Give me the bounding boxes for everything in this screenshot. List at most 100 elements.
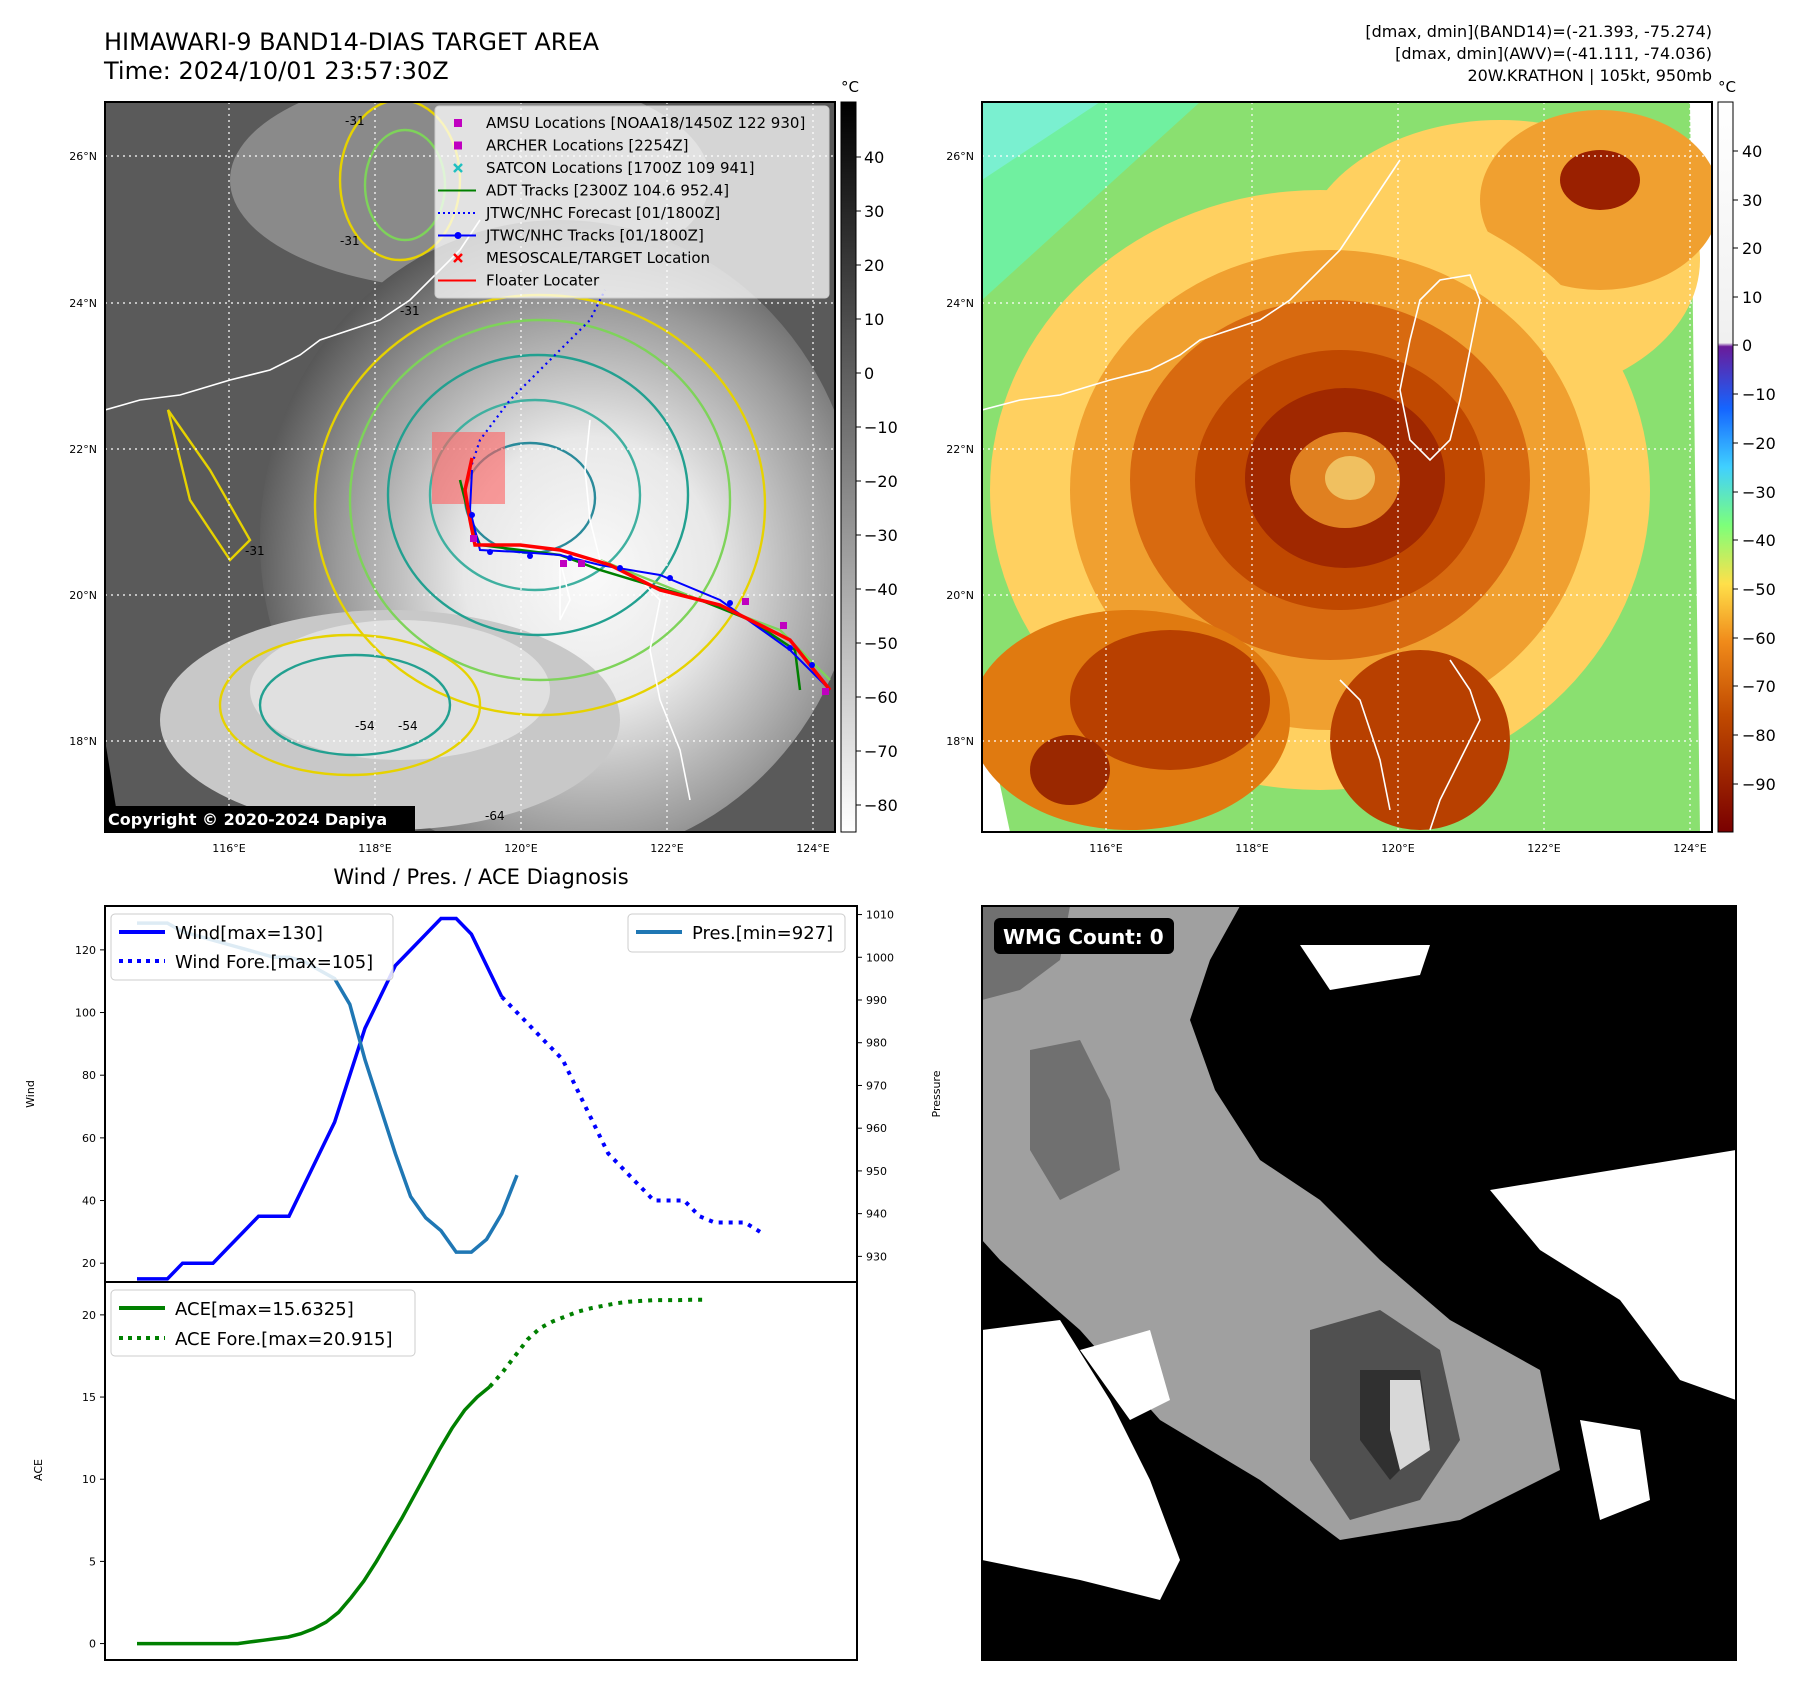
ir-colorbar-tick: −80	[864, 796, 898, 815]
wv-colorbar	[1717, 101, 1734, 833]
wind-tick-label: 20	[82, 1257, 96, 1270]
wv-lat-label: 26°N	[946, 150, 974, 163]
ir-colorbar-tick: 0	[864, 364, 874, 383]
ace-series-line	[137, 1385, 491, 1646]
wv-colorbar-tick: −40	[1742, 531, 1776, 550]
ir-colorbar-tick: 40	[864, 148, 884, 167]
diagnosis-title: Wind / Pres. / ACE Diagnosis	[333, 865, 628, 889]
ir-colorbar-unit: °C	[841, 78, 859, 96]
ir-lon-label: 116°E	[212, 842, 245, 855]
figure-title-line2: Time: 2024/10/01 23:57:30Z	[103, 57, 449, 85]
ace-tick-label: 10	[82, 1473, 96, 1486]
wv-colorbar-tick: 0	[1742, 336, 1752, 355]
ace-tick-label: 0	[89, 1638, 96, 1651]
ir-colorbar-tick: 20	[864, 256, 884, 275]
wind-fore-legend-label: Wind Fore.[max=105]	[175, 952, 373, 973]
contour-label: -64	[485, 809, 505, 823]
ir-lon-label: 118°E	[358, 842, 391, 855]
legend-label: SATCON Locations [1700Z 109 941]	[486, 159, 754, 177]
ace-chart: ACE 0 5 10 15 20 ACE[max=15.6325] ACE Fore.[…	[32, 1281, 858, 1661]
ir-colorbar-tick: −70	[864, 742, 898, 761]
info-band14: [dmax, dmin](BAND14)=(-21.393, -75.274)	[1365, 22, 1712, 41]
pressure-tick-label: 970	[866, 1079, 887, 1092]
wv-colorbar-tick: −20	[1742, 434, 1776, 453]
ir-lon-label: 122°E	[650, 842, 683, 855]
wv-colorbar-tick: −30	[1742, 483, 1776, 502]
ir-colorbar-tick: −10	[864, 418, 898, 437]
wind-tick-label: 80	[82, 1069, 96, 1082]
ace-legend: ACE[max=15.6325] ACE Fore.[max=20.915]	[110, 1289, 416, 1357]
wind-series-line	[137, 916, 504, 1281]
pressure-tick-label: 1010	[866, 909, 894, 922]
wv-lon-label: 120°E	[1381, 842, 1414, 855]
wmg-count-label: WMG Count: 0	[1003, 925, 1164, 949]
ir-colorbar-tick: −20	[864, 472, 898, 491]
ir-lat-label: 24°N	[69, 297, 97, 310]
wv-colorbar-tick: 20	[1742, 239, 1762, 258]
pressure-tick-label: 950	[866, 1165, 887, 1178]
legend-label: ARCHER Locations [2254Z]	[486, 137, 689, 155]
ir-colorbar	[840, 101, 857, 833]
wv-colorbar-tick: 30	[1742, 191, 1762, 210]
wv-lat-label: 20°N	[946, 589, 974, 602]
wind-legend: Wind[max=130] Wind Fore.[max=105]	[110, 913, 394, 981]
ir-lat-label: 18°N	[69, 735, 97, 748]
wv-colorbar-tick: −50	[1742, 580, 1776, 599]
wind-tick-label: 40	[82, 1195, 96, 1208]
wv-colorbar-tick: −80	[1742, 726, 1776, 745]
wv-colorbar-tick: −10	[1742, 385, 1776, 404]
ir-lon-label: 124°E	[796, 842, 829, 855]
wind-legend-label: Wind[max=130]	[175, 923, 323, 944]
ace-tick-label: 5	[89, 1555, 96, 1568]
legend-label: JTWC/NHC Tracks [01/1800Z]	[485, 227, 704, 245]
figure-title-line1: HIMAWARI-9 BAND14-DIAS TARGET AREA	[104, 28, 600, 56]
ace-axis-label: ACE	[32, 1459, 45, 1481]
pressure-tick-label: 930	[866, 1250, 887, 1263]
wv-colorbar-tick: 10	[1742, 288, 1762, 307]
pressure-tick-label: 990	[866, 994, 887, 1007]
info-storm: 20W.KRATHON | 105kt, 950mb	[1467, 66, 1712, 85]
ir-colorbar-tick: −50	[864, 634, 898, 653]
wv-lat-label: 18°N	[946, 735, 974, 748]
copyright-label: Copyright © 2020-2024 Dapiya	[108, 810, 387, 829]
ace-tick-label: 20	[82, 1309, 96, 1322]
legend-label: ADT Tracks [2300Z 104.6 952.4]	[486, 182, 729, 200]
wmg-block	[1300, 945, 1430, 990]
floater-track	[463, 457, 832, 692]
ace-tick-label: 15	[82, 1391, 96, 1404]
wind-axis-label: Wind	[24, 1080, 37, 1108]
pressure-legend-label: Pres.[min=927]	[692, 923, 833, 944]
wind-tick-label: 120	[75, 944, 96, 957]
wmg-block	[1390, 1380, 1430, 1470]
ir-lon-label: 120°E	[504, 842, 537, 855]
legend-square-marker	[454, 119, 462, 127]
pressure-tick-label: 1000	[866, 951, 894, 964]
legend-label: AMSU Locations [NOAA18/1450Z 122 930]	[486, 114, 805, 132]
wv-colorbar-unit: °C	[1718, 78, 1736, 96]
pressure-tick-label: 980	[866, 1037, 887, 1050]
wind-pressure-chart: Wind / Pres. / ACE Diagnosis Wind Pressu…	[24, 865, 943, 1283]
wv-lon-label: 116°E	[1089, 842, 1122, 855]
pressure-tick-label: 960	[866, 1122, 887, 1135]
pressure-legend: Pres.[min=927]	[627, 913, 846, 953]
wv-lat-label: 24°N	[946, 297, 974, 310]
wv-lat-label: 22°N	[946, 443, 974, 456]
ir-lat-label: 26°N	[69, 150, 97, 163]
ir-colorbar-tick: −60	[864, 688, 898, 707]
legend-label: JTWC/NHC Forecast [01/1800Z]	[485, 204, 720, 222]
wmg-block	[1080, 1330, 1170, 1420]
forecast-track	[468, 289, 606, 471]
wv-lon-label: 118°E	[1235, 842, 1268, 855]
wind-forecast-series-line	[500, 995, 762, 1234]
wind-tick-label: 100	[75, 1007, 96, 1020]
wind-tick-label: 60	[82, 1132, 96, 1145]
contour-label: -31	[345, 114, 365, 128]
contour-label: -31	[340, 234, 360, 248]
ir-lat-label: 20°N	[69, 589, 97, 602]
ace-fore-legend-label: ACE Fore.[max=20.915]	[175, 1329, 393, 1350]
wv-lon-label: 122°E	[1527, 842, 1560, 855]
wv-lon-label: 124°E	[1673, 842, 1706, 855]
legend-dot-marker	[454, 232, 462, 239]
ir-colorbar-tick: −40	[864, 580, 898, 599]
ace-forecast-series-line	[488, 1297, 704, 1389]
